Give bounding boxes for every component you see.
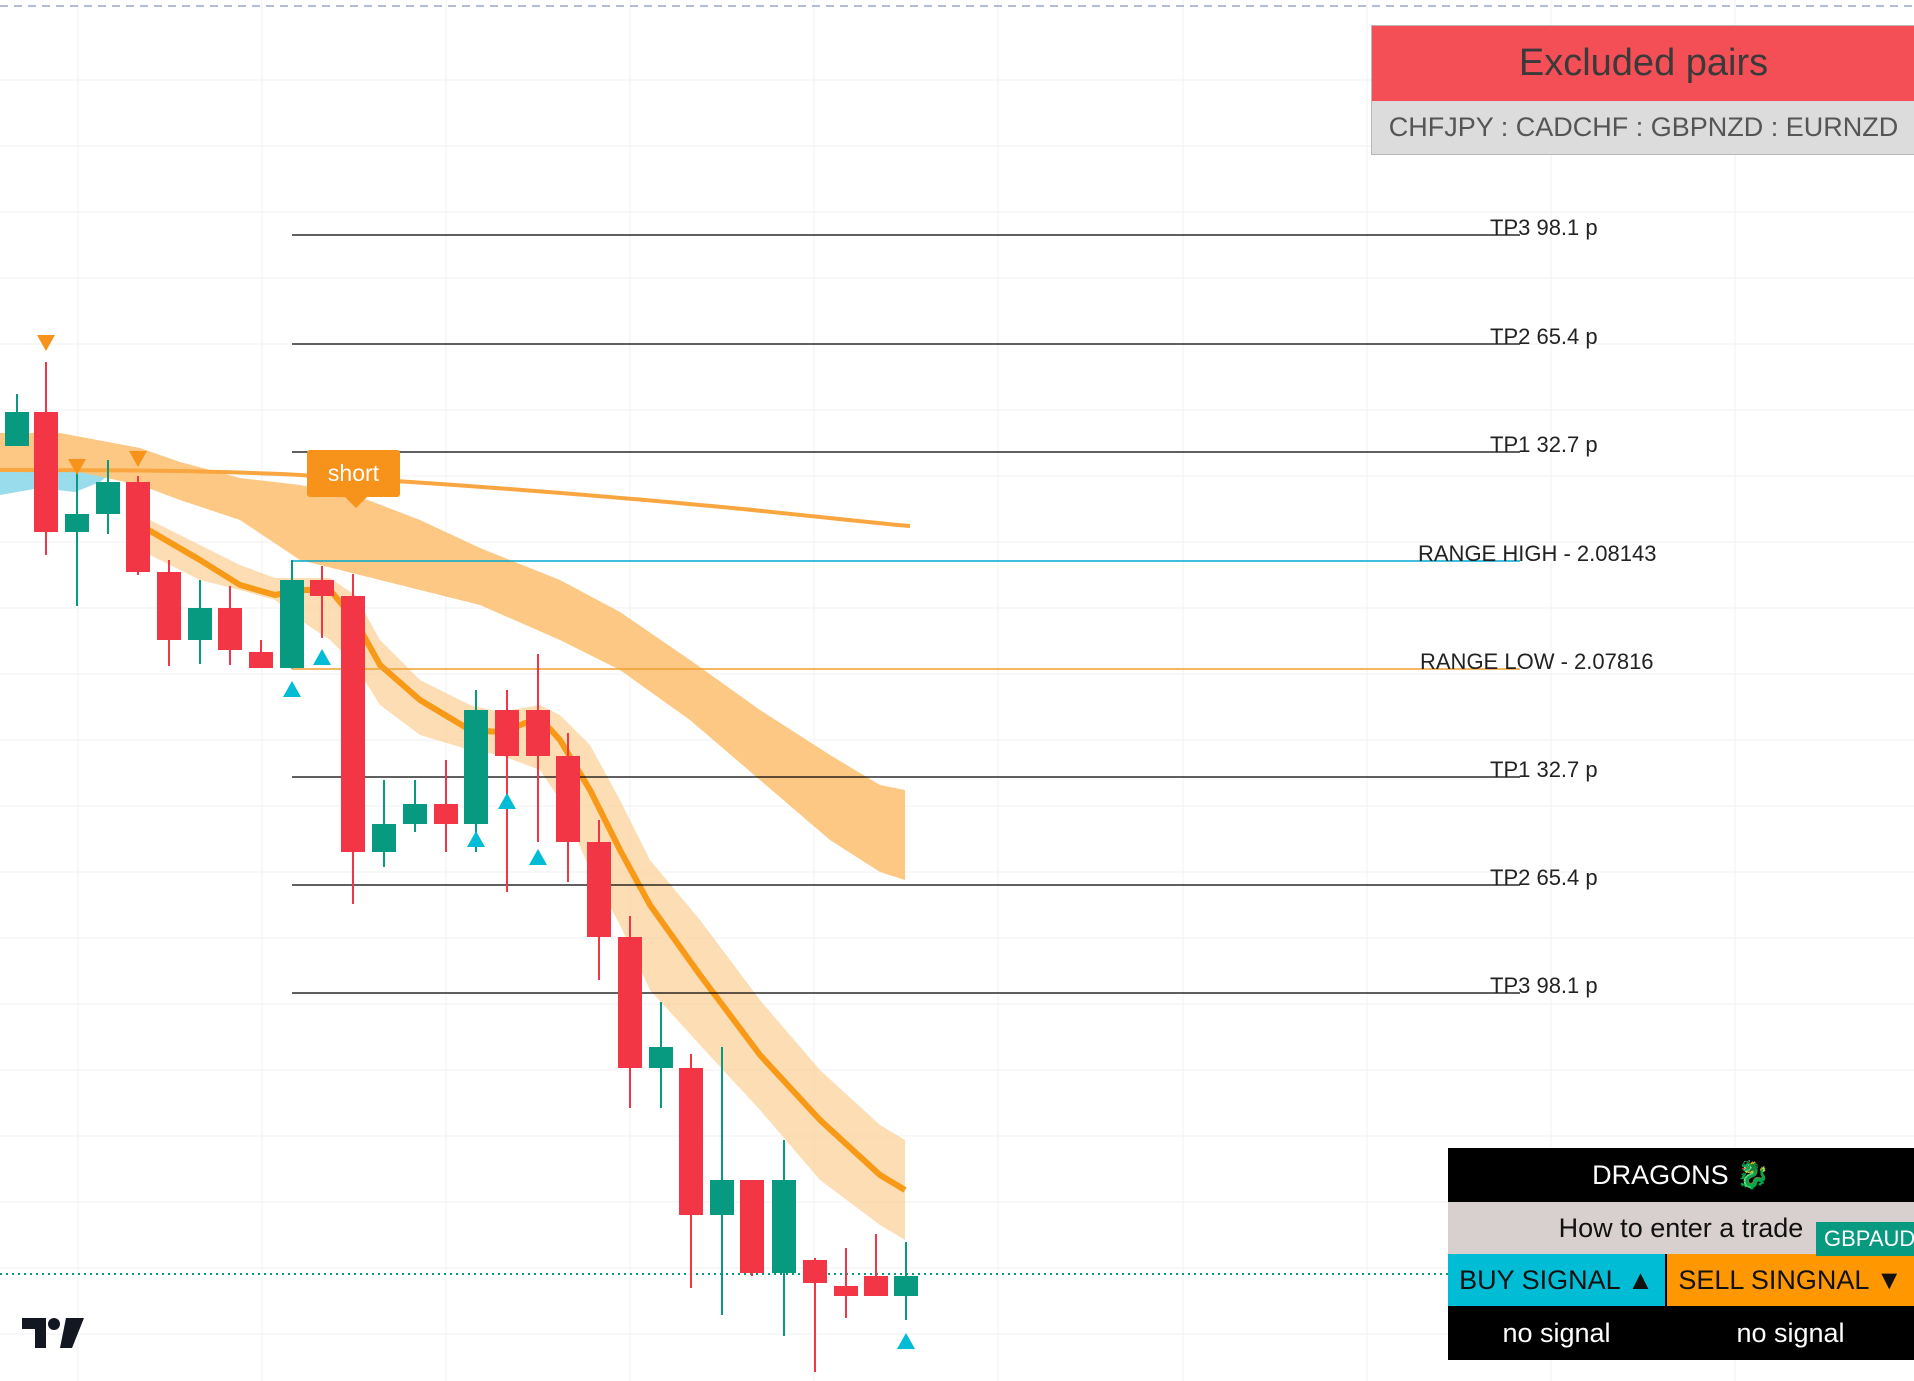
candle bbox=[464, 690, 488, 852]
candle bbox=[341, 574, 365, 904]
candle bbox=[772, 1140, 796, 1336]
candle bbox=[740, 1180, 764, 1276]
buy-signal-arrow-icon bbox=[283, 681, 301, 697]
level-label: TP1 32.7 p bbox=[1490, 757, 1598, 782]
candle bbox=[556, 733, 580, 882]
candle bbox=[5, 394, 29, 446]
buy-signal-value: no signal bbox=[1502, 1318, 1611, 1348]
candle bbox=[34, 362, 58, 555]
buy-signal-arrow-icon bbox=[529, 849, 547, 865]
level-label: TP1 32.7 p bbox=[1490, 432, 1598, 457]
baseline-ma bbox=[0, 468, 911, 528]
symbol-price-badge[interactable]: GBPAUD bbox=[1816, 1222, 1914, 1256]
candle bbox=[126, 476, 150, 575]
excluded-pairs-title: Excluded pairs bbox=[1372, 26, 1914, 101]
candle bbox=[710, 1047, 734, 1315]
candle bbox=[434, 760, 458, 852]
sell-signal-arrow-icon bbox=[37, 335, 55, 351]
candle bbox=[280, 560, 304, 668]
buy-signal-arrow-icon bbox=[313, 649, 331, 665]
candle bbox=[679, 1054, 703, 1288]
candle bbox=[218, 586, 242, 665]
level-label: TP3 98.1 p bbox=[1490, 973, 1598, 998]
candle bbox=[96, 460, 120, 534]
level-label: TP2 65.4 p bbox=[1490, 324, 1598, 349]
sell-signal-value: no signal bbox=[1736, 1318, 1845, 1348]
candle bbox=[864, 1234, 888, 1296]
excluded-pairs-list: CHFJPY : CADCHF : GBPNZD : EURNZD bbox=[1388, 112, 1899, 142]
buy-signal-header: BUY SIGNAL ▲ bbox=[1448, 1254, 1665, 1306]
sell-signal-arrow-icon bbox=[68, 459, 86, 475]
short-marker-label: short bbox=[327, 460, 380, 486]
candle bbox=[310, 566, 334, 638]
candle bbox=[403, 780, 427, 832]
buy-signal-arrow-icon bbox=[897, 1333, 915, 1349]
sell-signal-arrow-icon bbox=[129, 451, 147, 467]
level-label: TP3 98.1 p bbox=[1490, 215, 1598, 240]
candle bbox=[894, 1242, 918, 1320]
candle bbox=[618, 916, 642, 1108]
level-label: RANGE LOW - 2.07816 bbox=[1420, 649, 1654, 674]
dragons-title: DRAGONS 🐉 bbox=[1592, 1160, 1770, 1190]
excluded-pairs-panel: Excluded pairs CHFJPY : CADCHF : GBPNZD … bbox=[1371, 25, 1914, 155]
candle bbox=[65, 470, 89, 606]
candle bbox=[649, 1002, 673, 1108]
fast-ma bbox=[138, 522, 907, 1193]
candle bbox=[372, 780, 396, 867]
level-lines bbox=[291, 234, 1520, 994]
candle bbox=[249, 640, 273, 668]
buy-signal-arrow-icon bbox=[498, 793, 516, 809]
candle bbox=[526, 654, 550, 842]
fast-band bbox=[140, 515, 905, 1240]
candles bbox=[5, 362, 918, 1372]
level-label: TP2 65.4 p bbox=[1490, 865, 1598, 890]
candle bbox=[157, 560, 181, 666]
tradingview-logo-icon[interactable] bbox=[22, 1318, 84, 1350]
candle bbox=[495, 690, 519, 892]
signal-arrows bbox=[37, 335, 915, 1349]
candle bbox=[188, 580, 212, 664]
sell-signal-header: SELL SINGNAL ▼ bbox=[1667, 1254, 1914, 1306]
candle bbox=[803, 1258, 827, 1372]
buy-signal-arrow-icon bbox=[467, 831, 485, 847]
candle bbox=[587, 820, 611, 980]
short-marker[interactable]: short bbox=[307, 450, 400, 508]
candle bbox=[834, 1248, 858, 1318]
level-label: RANGE HIGH - 2.08143 bbox=[1418, 541, 1657, 566]
